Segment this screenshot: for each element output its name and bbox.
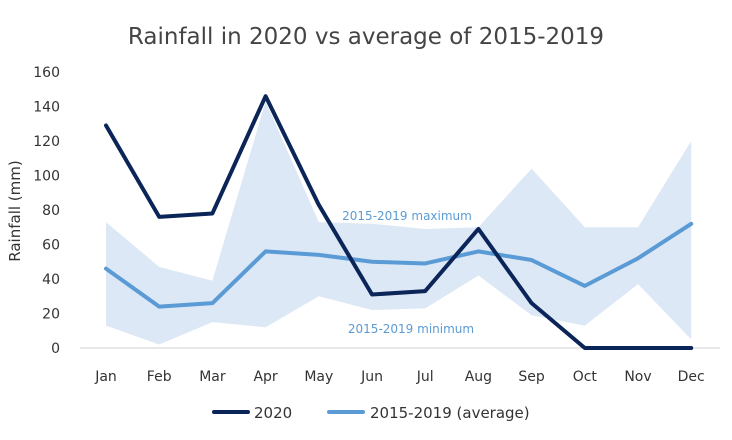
legend: 2020 2015-2019 (average) xyxy=(212,404,530,422)
y-tick-label: 20 xyxy=(42,307,60,323)
legend-label: 2020 xyxy=(254,404,292,422)
range-band xyxy=(106,101,692,345)
x-tick-label: Nov xyxy=(624,369,651,385)
series-line xyxy=(104,221,694,309)
y-tick-label: 140 xyxy=(33,100,60,116)
x-tick-label: Dec xyxy=(678,369,705,385)
y-tick-label: 100 xyxy=(33,169,60,185)
y-tick-label: 0 xyxy=(51,341,60,357)
y-tick-label: 80 xyxy=(42,203,60,219)
x-tick-label: Jun xyxy=(360,369,383,385)
range-band-area xyxy=(106,101,692,345)
y-tick-label: 60 xyxy=(42,238,60,254)
annotation-min: 2015-2019 minimum xyxy=(348,322,474,336)
x-tick-label: May xyxy=(304,369,333,385)
x-tick-label: Aug xyxy=(465,369,492,385)
x-tick-label: Sep xyxy=(518,369,545,385)
y-axis-label: Rainfall (mm) xyxy=(6,160,24,261)
x-tick-label: Jan xyxy=(94,369,117,385)
y-tick-label: 40 xyxy=(42,272,60,288)
annotation-max: 2015-2019 maximum xyxy=(342,209,472,223)
series-lines xyxy=(104,94,694,350)
x-tick-label: Feb xyxy=(147,369,172,385)
y-tick-label: 120 xyxy=(33,134,60,150)
x-tick-label: Jul xyxy=(416,369,434,385)
legend-label: 2015-2019 (average) xyxy=(370,404,530,422)
x-tick-label: Oct xyxy=(573,369,598,385)
axes: 0 20 40 60 80 100 120 140 160 Jan Feb Mar Apr May Jun J… xyxy=(33,65,720,385)
series-line xyxy=(104,94,694,350)
x-tick-label: Mar xyxy=(199,369,226,385)
chart-title: Rainfall in 2020 vs average of 2015-2019 xyxy=(128,24,604,50)
x-tick-label: Apr xyxy=(253,369,277,385)
y-tick-label: 160 xyxy=(33,65,60,81)
